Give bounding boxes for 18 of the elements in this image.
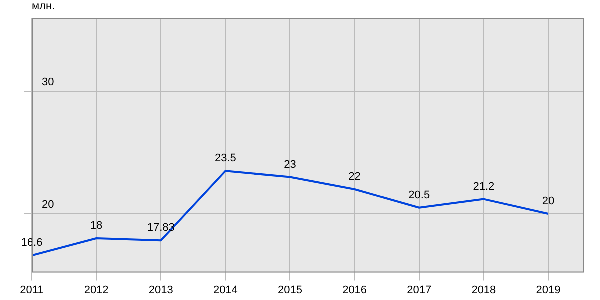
y-axis-title: млн. [32, 0, 56, 13]
x-tick-label: 2015 [278, 284, 302, 296]
x-tick-label: 2016 [342, 284, 368, 296]
x-tick-label: 2019 [536, 284, 561, 296]
data-label: 20 [542, 196, 555, 208]
x-tick-label: 2018 [472, 284, 496, 296]
x-tick-label: 2013 [148, 284, 174, 296]
data-label: 21.2 [473, 180, 495, 193]
x-tick-label: 2014 [213, 284, 238, 296]
data-label: 18 [90, 220, 103, 232]
x-tick-label: 2011 [20, 284, 44, 296]
x-tick-label: 2017 [407, 284, 432, 296]
data-label: 20.5 [408, 189, 430, 202]
data-label: 22 [348, 171, 361, 184]
data-label: 23.5 [214, 152, 236, 165]
y-tick-label: 30 [42, 76, 54, 89]
x-tick-label: 2012 [84, 284, 109, 296]
data-label: 23 [284, 158, 296, 171]
